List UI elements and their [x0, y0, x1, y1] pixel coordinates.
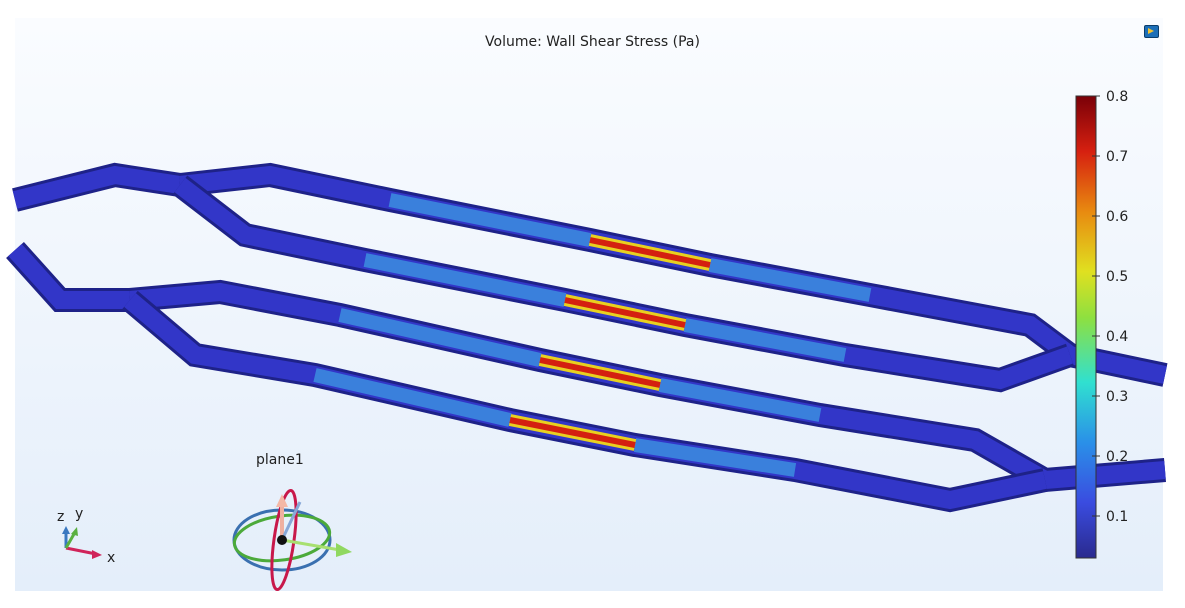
colorbar-tick-label: 0.2 — [1106, 449, 1128, 465]
colorbar-tick-label: 0.5 — [1106, 269, 1128, 285]
colorbar-tick-label: 0.7 — [1106, 149, 1128, 165]
y-axis-arrow — [64, 533, 76, 549]
narrow-section-core — [564, 297, 686, 328]
x-axis-arrow — [65, 546, 97, 556]
narrow-section-core — [509, 417, 636, 448]
axis-triad: x z y — [57, 506, 115, 566]
taper-section — [708, 258, 872, 302]
channel — [124, 293, 1047, 510]
colorbar-tick-label: 0.6 — [1106, 209, 1128, 225]
colorbar-tick-label: 0.8 — [1106, 89, 1128, 105]
x-axis-label: x — [107, 550, 115, 566]
color-legend: 0.1 0.2 0.3 0.4 0.5 0.6 0.7 0.8 — [1075, 89, 1128, 559]
plot-title: Volume: Wall Shear Stress (Pa) — [485, 34, 700, 50]
colorbar — [1075, 95, 1097, 559]
channel-edge — [172, 175, 1075, 393]
narrow-section-core — [539, 357, 661, 388]
taper-section — [633, 438, 797, 477]
channel-edge — [122, 290, 1048, 513]
taper-section — [338, 308, 542, 367]
taper-section — [683, 318, 847, 362]
taper-section — [363, 253, 567, 307]
channel — [8, 243, 130, 309]
microchannel-geometry — [6, 162, 1168, 513]
narrow-section-core — [589, 237, 711, 268]
taper-section — [388, 193, 592, 247]
colorbar-tick-label: 0.4 — [1106, 329, 1128, 345]
y-axis-label: y — [75, 506, 83, 522]
channel — [174, 177, 1074, 390]
channel — [12, 165, 182, 209]
channel-edge — [178, 162, 1168, 387]
workplane-gizmo[interactable] — [231, 488, 352, 592]
camera-icon[interactable] — [1144, 25, 1159, 38]
workplane-label: plane1 — [256, 452, 304, 468]
channel — [179, 165, 1167, 384]
colorbar-tick-label: 0.1 — [1106, 509, 1128, 525]
z-axis-label: z — [57, 509, 64, 525]
taper-section — [313, 368, 512, 427]
colorbar-tick-label: 0.3 — [1106, 389, 1128, 405]
taper-section — [658, 378, 822, 422]
